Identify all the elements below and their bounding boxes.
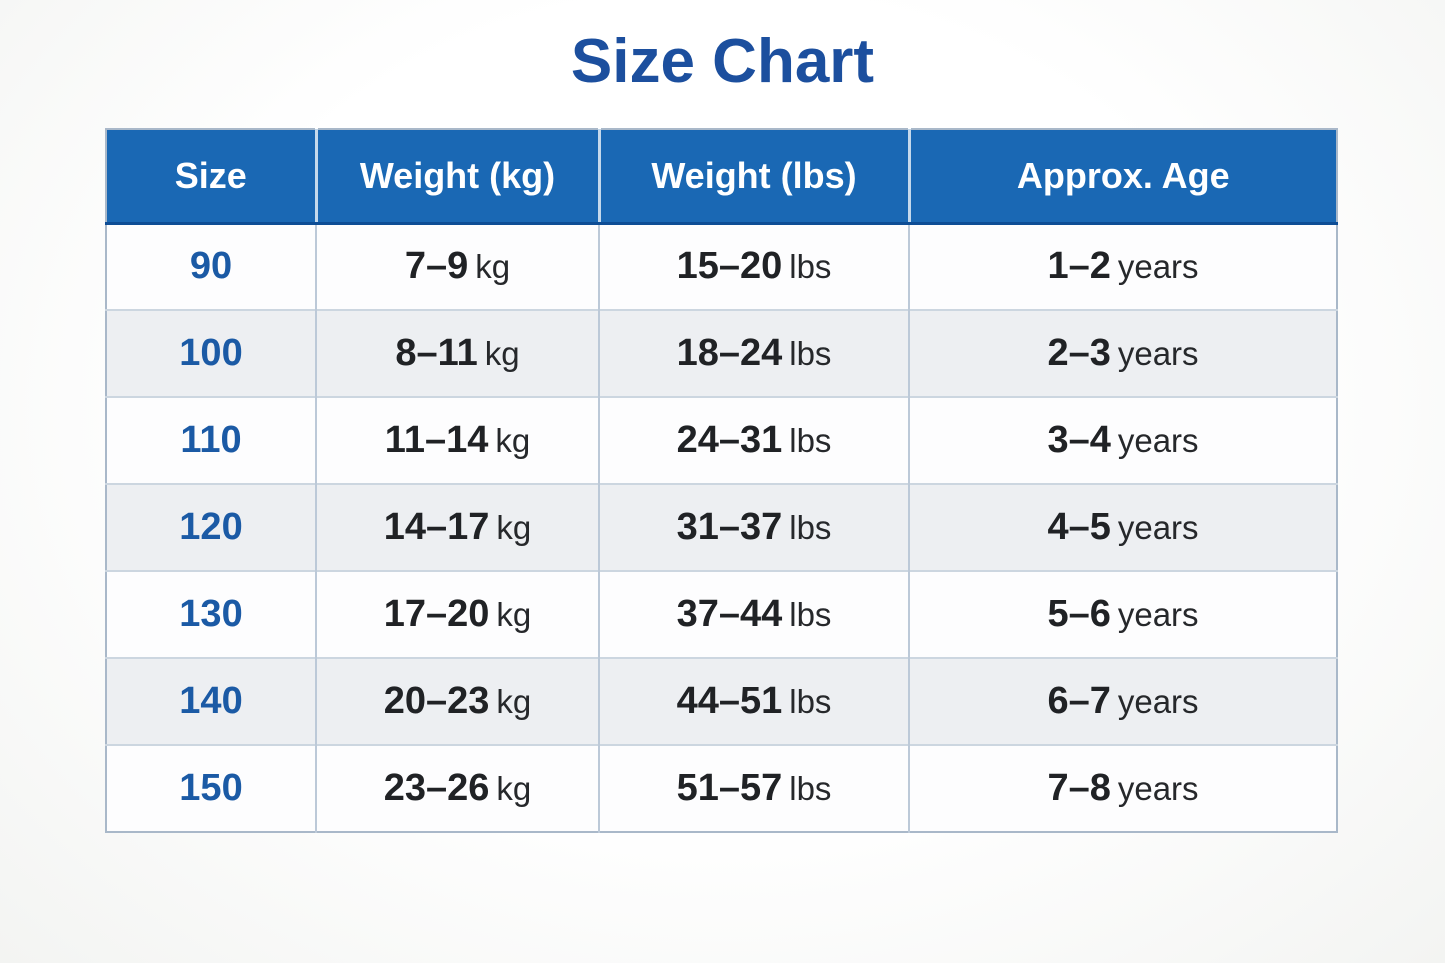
value-text: 3–4 xyxy=(1047,419,1111,461)
weight-kg-cell: 17–20 kg xyxy=(315,570,599,658)
column-header-weight-lbs: Weight (lbs) xyxy=(597,129,909,225)
value-text: 120 xyxy=(179,506,243,548)
unit-text: lbs xyxy=(789,248,832,286)
weight-lbs-cell: 31–37 lbs xyxy=(598,483,909,571)
unit-text: kg xyxy=(496,770,532,807)
value-text: 44–51 xyxy=(676,680,783,722)
value-text: 6–7 xyxy=(1047,680,1111,722)
weight-lbs-cell: 37–44 lbs xyxy=(598,570,909,658)
value-text: 20–23 xyxy=(383,680,490,722)
unit-text: kg xyxy=(496,596,532,633)
unit-text: lbs xyxy=(789,596,832,633)
column-header-size: Size xyxy=(106,129,316,225)
size-cell: 150 xyxy=(106,744,316,832)
size-cell: 120 xyxy=(106,483,316,571)
unit-text: years xyxy=(1117,683,1199,720)
size-table-body: 90 7–9 kg 15–20 lbs 1–2 years 100 8–11 kg 18–24 lbs… xyxy=(106,222,1337,832)
unit-text: years xyxy=(1117,596,1199,633)
age-cell: 4–5 years xyxy=(908,483,1337,571)
value-text: 24–31 xyxy=(676,419,783,461)
value-text: 7–9 xyxy=(404,245,469,288)
table-row: 120 14–17 kg 31–37 lbs 4–5 years xyxy=(106,483,1337,571)
header-row: Size Weight (kg) Weight (lbs) Approx. Ag… xyxy=(106,129,1337,225)
value-text: 130 xyxy=(179,593,243,635)
unit-text: kg xyxy=(475,248,511,286)
value-text: 11–14 xyxy=(384,419,489,461)
size-cell: 100 xyxy=(106,309,316,397)
value-text: 100 xyxy=(179,332,243,374)
value-text: 90 xyxy=(189,245,233,288)
table-row: 140 20–23 kg 44–51 lbs 6–7 years xyxy=(106,657,1337,745)
value-text: 150 xyxy=(179,767,243,809)
unit-text: years xyxy=(1117,509,1199,546)
unit-text: kg xyxy=(484,335,520,372)
weight-lbs-cell: 24–31 lbs xyxy=(598,396,909,484)
value-text: 14–17 xyxy=(383,506,490,548)
column-header-weight-kg: Weight (kg) xyxy=(314,129,599,225)
weight-kg-cell: 23–26 kg xyxy=(315,744,599,832)
value-text: 37–44 xyxy=(676,593,783,635)
unit-text: kg xyxy=(496,509,532,546)
value-text: 110 xyxy=(180,419,242,461)
size-cell: 140 xyxy=(106,657,316,745)
unit-text: years xyxy=(1117,770,1199,807)
age-cell: 3–4 years xyxy=(908,396,1337,484)
weight-kg-cell: 8–11 kg xyxy=(315,309,599,397)
age-cell: 6–7 years xyxy=(908,657,1337,745)
age-cell: 2–3 years xyxy=(908,309,1337,397)
weight-kg-cell: 20–23 kg xyxy=(315,657,599,745)
weight-kg-cell: 14–17 kg xyxy=(315,483,599,571)
value-text: 17–20 xyxy=(383,593,490,635)
value-text: 18–24 xyxy=(676,332,783,374)
unit-text: lbs xyxy=(789,770,832,807)
value-text: 7–8 xyxy=(1047,767,1111,809)
table-row: 90 7–9 kg 15–20 lbs 1–2 years xyxy=(106,222,1337,310)
unit-text: kg xyxy=(495,422,531,459)
column-header-approx-age: Approx. Age xyxy=(907,129,1337,225)
unit-text: years xyxy=(1117,422,1199,459)
unit-text: lbs xyxy=(789,683,832,720)
weight-lbs-cell: 18–24 lbs xyxy=(598,309,909,397)
unit-text: lbs xyxy=(789,422,832,459)
table-row: 110 11–14 kg 24–31 lbs 3–4 years xyxy=(106,396,1337,484)
value-text: 5–6 xyxy=(1047,593,1111,635)
table-header: Size Weight (kg) Weight (lbs) Approx. Ag… xyxy=(106,129,1337,225)
weight-lbs-cell: 15–20 lbs xyxy=(598,222,909,310)
unit-text: years xyxy=(1117,248,1199,286)
value-text: 31–37 xyxy=(676,506,783,548)
size-chart-table: Size Weight (kg) Weight (lbs) Approx. Ag… xyxy=(105,128,1338,833)
age-cell: 7–8 years xyxy=(908,744,1337,832)
size-cell: 90 xyxy=(106,222,316,310)
value-text: 1–2 xyxy=(1047,245,1111,288)
value-text: 23–26 xyxy=(383,767,490,809)
unit-text: years xyxy=(1117,335,1199,372)
size-cell: 110 xyxy=(106,396,316,484)
weight-lbs-cell: 51–57 lbs xyxy=(598,744,909,832)
weight-kg-cell: 7–9 kg xyxy=(315,222,599,310)
unit-text: lbs xyxy=(789,509,832,546)
weight-kg-cell: 11–14 kg xyxy=(315,396,599,484)
weight-lbs-cell: 44–51 lbs xyxy=(598,657,909,745)
value-text: 15–20 xyxy=(676,245,783,288)
value-text: 2–3 xyxy=(1047,332,1111,374)
age-cell: 5–6 years xyxy=(908,570,1337,658)
value-text: 8–11 xyxy=(395,332,478,374)
age-cell: 1–2 years xyxy=(908,222,1337,310)
value-text: 51–57 xyxy=(676,767,783,809)
table-row: 130 17–20 kg 37–44 lbs 5–6 years xyxy=(106,570,1337,658)
size-cell: 130 xyxy=(106,570,316,658)
page-title: Size Chart xyxy=(570,27,875,96)
value-text: 4–5 xyxy=(1047,506,1111,548)
value-text: 140 xyxy=(179,680,243,722)
unit-text: lbs xyxy=(789,335,832,372)
table-row: 100 8–11 kg 18–24 lbs 2–3 years xyxy=(106,309,1337,397)
unit-text: kg xyxy=(496,683,532,720)
table-row: 150 23–26 kg 51–57 lbs 7–8 years xyxy=(106,744,1337,832)
